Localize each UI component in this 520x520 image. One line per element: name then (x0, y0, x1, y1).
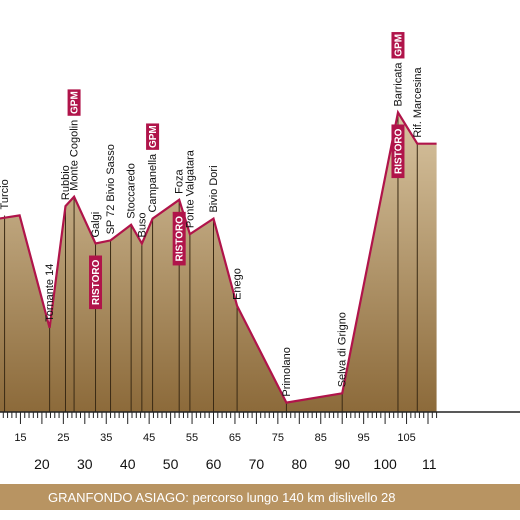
x-tick-label: 90 (334, 456, 350, 472)
badge-text: GPM (393, 34, 404, 57)
waypoint-label: Primolano (281, 347, 293, 397)
badge-box (67, 89, 81, 116)
x-tick-label-minor: 15 (14, 432, 26, 444)
badge-box (89, 255, 103, 310)
x-tick-label: 20 (34, 456, 50, 472)
waypoint-label: Buso (136, 212, 148, 237)
badge-box (391, 32, 405, 59)
x-tick-label-minor: 65 (229, 432, 241, 444)
badge-text: GPM (148, 125, 159, 148)
footer-background (0, 484, 520, 510)
badge-text-ristoro: RISTORO (91, 259, 102, 305)
badge-box (172, 211, 186, 266)
waypoint-label: Turcio (0, 179, 11, 209)
waypoint-label: Foza (174, 169, 186, 194)
waypoint-label: Rubbio (60, 165, 72, 200)
badge-text-ristoro: RISTORO (393, 128, 404, 174)
waypoint-label: Monte Cogolin (69, 120, 81, 191)
x-tick-label: 30 (77, 456, 93, 472)
x-tick-label-minor: 85 (315, 432, 327, 444)
footer-title: GRANFONDO ASIAGO: percorso lungo 140 km … (48, 490, 396, 505)
profile-line-layer (0, 109, 437, 404)
waypoint-label: Galgi (90, 212, 102, 238)
waypoint-label: Ponte Valgatara (184, 149, 196, 228)
waypoint-label: Barricata (392, 62, 404, 107)
x-tick-label-minor: 45 (143, 432, 155, 444)
x-tick-label: 60 (206, 456, 222, 472)
x-tick-label-minor: 35 (100, 432, 112, 444)
waypoint-drop-lines (4, 112, 418, 412)
waypoint-label: Campanella (147, 153, 159, 213)
x-tick-label: 40 (120, 456, 136, 472)
waypoint-label: Bivio Dori (208, 165, 220, 212)
x-tick-label-minor: 25 (57, 432, 69, 444)
x-tick-label: 80 (292, 456, 308, 472)
waypoint-label: Selva di Grigno (337, 312, 349, 387)
waypoint-label: Enego (232, 268, 244, 300)
badge-box (391, 124, 405, 179)
x-tick-label-minor: 75 (272, 432, 284, 444)
waypoint-label: Stoccaredo (126, 163, 138, 219)
waypoint-label: Rif. Marcesina (412, 67, 424, 138)
x-tick-label: 50 (163, 456, 179, 472)
badge-box (146, 123, 160, 150)
badge-text: GPM (70, 91, 81, 114)
badge-text-ristoro: RISTORO (175, 216, 186, 262)
x-tick-label-minor: 55 (186, 432, 198, 444)
x-tick-label-minor: 95 (358, 432, 370, 444)
x-tick-label: 100 (373, 456, 397, 472)
x-tick-label: 70 (249, 456, 265, 472)
x-axis: 15 25 35 45 55 65 75 85 95 105 20 30 40 50 60 70 80 90 100… (0, 411, 520, 472)
profile-area-layer (0, 112, 437, 412)
waypoint-label: SP 72 Bivio Sasso (105, 144, 117, 234)
waypoint-label: Tornante 14 (44, 264, 56, 322)
profile-line (0, 109, 437, 404)
footer-banner: GRANFONDO ASIAGO: percorso lungo 140 km … (0, 484, 520, 510)
x-tick-label-minor: 105 (397, 432, 415, 444)
profile-area (0, 112, 437, 412)
x-tick-label: 11 (422, 456, 437, 472)
